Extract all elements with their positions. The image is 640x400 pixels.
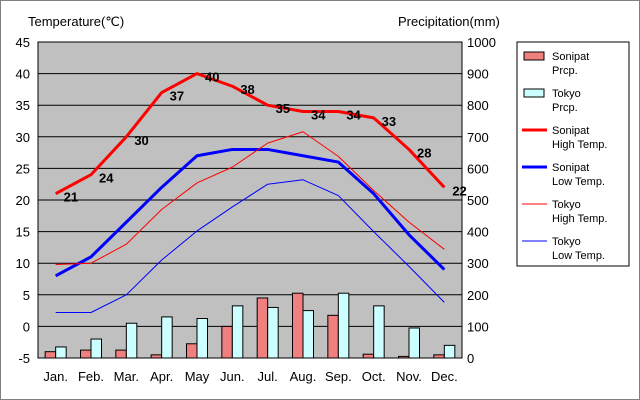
precip-bar bbox=[373, 305, 385, 359]
legend: Sonipat Prcp. Tokyo Prcp. Sonipat High Temp. S… bbox=[516, 41, 630, 267]
left-tick-label: 40 bbox=[16, 67, 30, 82]
right-tick-label: 100 bbox=[467, 319, 489, 334]
x-tick-label: Feb. bbox=[78, 369, 104, 384]
legend-box bbox=[516, 41, 630, 267]
right-axis-title: Precipitation(mm) bbox=[398, 14, 500, 29]
x-axis-ticks: Jan. Feb. Mar. Apr. May Jun. Jul. Aug. Sep. Oct. N… bbox=[43, 369, 457, 384]
precip-bar bbox=[408, 327, 420, 359]
left-axis-ticks: 45 40 35 30 25 20 15 10 5 0 -5 bbox=[16, 35, 30, 366]
precip-bar bbox=[125, 322, 138, 359]
legend-label: Tokyo Low Temp. bbox=[552, 236, 605, 262]
temperature-line bbox=[54, 72, 446, 196]
x-tick-label: Mar. bbox=[114, 369, 139, 384]
precip-bar bbox=[221, 325, 233, 359]
left-tick-label: 15 bbox=[16, 225, 30, 240]
data-label: 21 bbox=[64, 190, 78, 205]
right-tick-label: 300 bbox=[467, 256, 489, 271]
right-tick-label: 500 bbox=[467, 193, 489, 208]
x-tick-label: Oct. bbox=[362, 369, 386, 384]
data-label: 33 bbox=[382, 114, 396, 129]
left-tick-label: 25 bbox=[16, 161, 30, 176]
x-tick-label: Apr. bbox=[150, 369, 173, 384]
left-tick-label: 45 bbox=[16, 35, 30, 50]
x-tick-label: Aug. bbox=[290, 369, 317, 384]
temperature-line bbox=[54, 147, 446, 278]
precip-bar bbox=[90, 338, 102, 359]
legend-label: Sonipat Low Temp. bbox=[552, 162, 605, 188]
precip-bar bbox=[115, 349, 127, 359]
right-tick-label: 400 bbox=[467, 225, 489, 240]
right-tick-label: 0 bbox=[467, 351, 474, 366]
legend-swatch bbox=[523, 88, 545, 98]
data-label: 22 bbox=[452, 183, 466, 198]
left-axis-title: Temperature(℃) bbox=[28, 14, 124, 29]
right-tick-label: 700 bbox=[467, 130, 489, 145]
precipitation-bars bbox=[44, 292, 456, 359]
plot-border bbox=[37, 41, 463, 359]
precip-bar bbox=[80, 349, 92, 359]
precip-bar bbox=[44, 351, 57, 359]
precip-bar bbox=[267, 306, 279, 359]
x-tick-label: Jan. bbox=[43, 369, 68, 384]
data-label: 34 bbox=[346, 108, 361, 123]
precip-bar bbox=[302, 310, 314, 359]
precip-bar bbox=[256, 297, 269, 359]
legend-swatch bbox=[523, 51, 545, 61]
precip-bar bbox=[337, 292, 350, 359]
right-tick-label: 1000 bbox=[467, 35, 496, 50]
precip-bar bbox=[443, 344, 456, 359]
data-label: 35 bbox=[276, 101, 290, 116]
right-tick-label: 600 bbox=[467, 161, 489, 176]
precip-bar bbox=[231, 305, 244, 359]
precip-bar bbox=[186, 343, 198, 359]
x-tick-label: May bbox=[185, 369, 210, 384]
legend-label: Tokyo Prcp. bbox=[552, 88, 581, 114]
x-tick-label: Jul. bbox=[258, 369, 278, 384]
x-tick-label: Jun. bbox=[220, 369, 245, 384]
right-tick-label: 200 bbox=[467, 288, 489, 303]
left-tick-label: 20 bbox=[16, 193, 30, 208]
x-tick-label: Dec. bbox=[431, 369, 458, 384]
left-tick-label: -5 bbox=[18, 351, 30, 366]
precip-bar bbox=[362, 353, 375, 359]
right-tick-label: 900 bbox=[467, 67, 489, 82]
precip-bar bbox=[55, 346, 67, 359]
precip-bar bbox=[196, 318, 208, 359]
temperature-lines bbox=[54, 72, 446, 313]
legend-label: Sonipat Prcp. bbox=[552, 51, 589, 77]
data-label: 38 bbox=[240, 82, 254, 97]
x-tick-label: Sep. bbox=[325, 369, 352, 384]
data-label: 37 bbox=[170, 89, 184, 104]
data-label: 40 bbox=[205, 70, 219, 85]
left-tick-label: 5 bbox=[23, 288, 30, 303]
temperature-line bbox=[55, 179, 445, 313]
x-tick-label: Nov. bbox=[396, 369, 422, 384]
data-label: 28 bbox=[417, 145, 431, 160]
right-tick-label: 800 bbox=[467, 98, 489, 113]
left-tick-label: 0 bbox=[23, 319, 30, 334]
data-labels: 21 24 30 37 40 38 35 34 34 33 28 22 bbox=[64, 70, 467, 205]
legend-label: Tokyo High Temp. bbox=[552, 199, 607, 225]
left-tick-label: 30 bbox=[16, 130, 30, 145]
data-label: 30 bbox=[134, 133, 148, 148]
data-label: 24 bbox=[99, 171, 114, 186]
left-tick-label: 35 bbox=[16, 98, 30, 113]
precip-bar bbox=[161, 316, 173, 359]
data-label: 34 bbox=[311, 108, 326, 123]
precip-bar bbox=[327, 314, 339, 359]
left-tick-label: 10 bbox=[16, 256, 30, 271]
precip-bar bbox=[292, 292, 304, 359]
temperature-line bbox=[55, 131, 445, 265]
legend-label: Sonipat High Temp. bbox=[552, 125, 607, 151]
